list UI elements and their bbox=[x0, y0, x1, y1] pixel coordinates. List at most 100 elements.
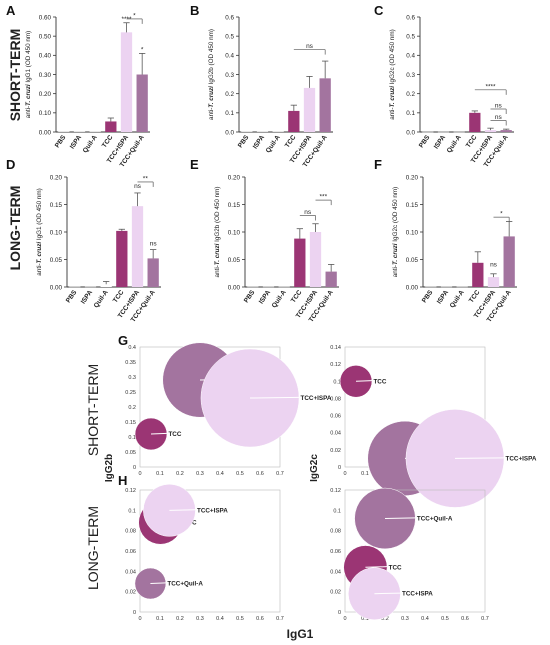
bar-tcc-ispa bbox=[120, 32, 133, 133]
y-axis-label: anti-T. cruzi IgG2c (OD 450 nm) bbox=[389, 29, 396, 120]
panel-letter: G bbox=[118, 333, 128, 348]
panel-letter: F bbox=[374, 157, 382, 172]
y-tick-label: 0.00 bbox=[406, 284, 419, 291]
bubble-radius-tcc-ispa bbox=[374, 592, 401, 595]
plot-frame bbox=[139, 489, 281, 613]
x-tick-label-quil-a: Quil-A bbox=[446, 134, 463, 154]
panel-c: C 0.0 0.1 0.2 0.3 0.4 0.5 0.6 anti-T. cruzi IgG2… bbox=[374, 3, 514, 169]
significance-label: *** bbox=[320, 194, 328, 201]
significance-label: ns bbox=[134, 183, 142, 190]
significance-label: ns bbox=[495, 103, 503, 110]
bar-tcc bbox=[116, 230, 128, 287]
y-tick-label: 0.20 bbox=[39, 91, 52, 98]
x-tick-label: 0.4 bbox=[216, 616, 224, 622]
bubble-label-tcc-quil-a: TCC+Quil-A bbox=[417, 515, 453, 522]
y-tick-label: 0.5 bbox=[406, 33, 415, 40]
bubble-radius-tcc bbox=[355, 380, 372, 382]
x-tick-label: 0.6 bbox=[256, 616, 264, 622]
x-tick-label-tcc: TCC bbox=[465, 134, 479, 149]
y-tick-label: 0.08 bbox=[330, 529, 341, 535]
x-tick-label-quil-a: Quil-A bbox=[265, 134, 282, 154]
panel-letter: A bbox=[6, 3, 16, 18]
x-tick-label-pbs: PBS bbox=[54, 134, 68, 150]
row-label-short-term-bubbles: SHORT-TERM bbox=[85, 364, 101, 456]
y-tick-label: 0.3 bbox=[406, 72, 415, 79]
plot-frame bbox=[344, 489, 486, 613]
y-tick-label: 0.02 bbox=[330, 590, 341, 596]
y-tick-label: 0.60 bbox=[39, 14, 52, 21]
y-tick-label: 0.02 bbox=[125, 590, 136, 596]
bar-tcc-quil-a bbox=[500, 130, 512, 132]
y-tick-label: 0.15 bbox=[125, 420, 136, 426]
y-tick-label: 0.06 bbox=[330, 414, 341, 420]
x-tick-label: 0.7 bbox=[276, 471, 284, 477]
x-tick-label-tcc: TCC bbox=[290, 289, 304, 304]
shared-x-axis-label: IgG1 bbox=[287, 627, 314, 641]
y-tick-label: 0.6 bbox=[406, 14, 415, 21]
x-tick-label: 0.1 bbox=[361, 616, 369, 622]
y-tick-label: 0.12 bbox=[330, 362, 341, 368]
panel-letter: C bbox=[374, 3, 384, 18]
bubble-label-tcc-ispa: TCC+ISPA bbox=[197, 507, 228, 514]
bar-tcc-ispa bbox=[309, 232, 322, 287]
x-tick-label-pbs: PBS bbox=[243, 289, 257, 305]
y-tick-label: 0.1 bbox=[128, 435, 136, 441]
x-tick-label-tcc: TCC bbox=[112, 289, 126, 304]
significance-label: ** bbox=[143, 175, 149, 182]
bubble-label-tcc-ispa: TCC+ISPA bbox=[301, 395, 332, 402]
y-tick-label: 0.04 bbox=[330, 569, 341, 575]
y-tick-label: 0.04 bbox=[330, 431, 341, 437]
x-tick-label: 0 bbox=[138, 471, 141, 477]
y-axis-label: anti-T. cruzi IgG2c (OD 450 nm) bbox=[392, 187, 399, 278]
bubble-label-tcc-ispa: TCC+ISPA bbox=[402, 591, 433, 598]
y-tick-label: 0.14 bbox=[330, 345, 341, 351]
x-tick-label: 0.2 bbox=[381, 616, 389, 622]
panel-b: B 0.0 0.1 0.2 0.3 0.4 0.5 0.6 anti-T. cruzi IgG2… bbox=[190, 3, 333, 169]
y-tick-label: 0.40 bbox=[39, 53, 52, 60]
x-tick-label-ispa: ISPA bbox=[258, 289, 272, 305]
x-tick-label-pbs: PBS bbox=[421, 289, 435, 305]
panel-e: E 0.00 0.05 0.10 0.15 0.20 anti-T. cruzi IgG2b… bbox=[190, 157, 339, 324]
bar-tcc bbox=[294, 238, 306, 287]
x-tick-label: 0.5 bbox=[236, 471, 244, 477]
x-tick-label-ispa: ISPA bbox=[69, 134, 83, 150]
y-tick-label: 0.20 bbox=[228, 174, 241, 181]
y-tick-label: 0.00 bbox=[50, 284, 63, 291]
x-tick-label: 0.2 bbox=[176, 616, 184, 622]
x-tick-label: 0 bbox=[343, 471, 346, 477]
y-tick-label: 0.10 bbox=[406, 229, 419, 236]
x-tick-label-pbs: PBS bbox=[418, 134, 432, 150]
y-tick-label: 0.04 bbox=[125, 569, 136, 575]
y-tick-label: 0 bbox=[338, 610, 341, 616]
x-tick-label: 0 bbox=[343, 616, 346, 622]
x-tick-label-pbs: PBS bbox=[65, 289, 79, 305]
y-tick-label: 0.15 bbox=[228, 202, 241, 209]
bubble-label-tcc-ispa: TCC+ISPA bbox=[506, 455, 537, 462]
y-tick-label: 0.02 bbox=[330, 448, 341, 454]
y-tick-label: 0.10 bbox=[228, 229, 241, 236]
x-tick-label: 0.3 bbox=[196, 471, 204, 477]
y-axis-label: anti-T. cruzi IgG2b (OD 450 nm) bbox=[208, 29, 215, 120]
panel-letter: E bbox=[190, 157, 199, 172]
row-label-long-term-bubbles: LONG-TERM bbox=[85, 506, 101, 590]
x-tick-label: 0.5 bbox=[236, 616, 244, 622]
significance-label: ns bbox=[495, 114, 503, 121]
bar-tcc-ispa bbox=[487, 277, 500, 287]
x-tick-label: 0.4 bbox=[421, 616, 429, 622]
bar-tcc bbox=[469, 112, 481, 132]
bar-quil-a bbox=[100, 284, 112, 287]
x-tick-label: 0.5 bbox=[441, 616, 449, 622]
bubble-label-tcc: TCC bbox=[389, 564, 402, 571]
bubble-label-tcc-quil-a: TCC+Quil-A bbox=[167, 581, 203, 588]
y-tick-label: 0.10 bbox=[39, 110, 52, 117]
y-tick-label: 0.05 bbox=[228, 257, 241, 264]
significance-label: * bbox=[133, 12, 136, 19]
y-tick-label: 0.25 bbox=[125, 390, 136, 396]
row-label-short-term-bars: SHORT-TERM bbox=[7, 29, 23, 122]
x-tick-label-ispa: ISPA bbox=[80, 289, 94, 305]
y-tick-label: 0.4 bbox=[128, 345, 136, 351]
y-tick-label: 0.10 bbox=[50, 229, 63, 236]
bar-tcc bbox=[472, 262, 484, 287]
x-tick-label-ispa: ISPA bbox=[433, 134, 447, 150]
